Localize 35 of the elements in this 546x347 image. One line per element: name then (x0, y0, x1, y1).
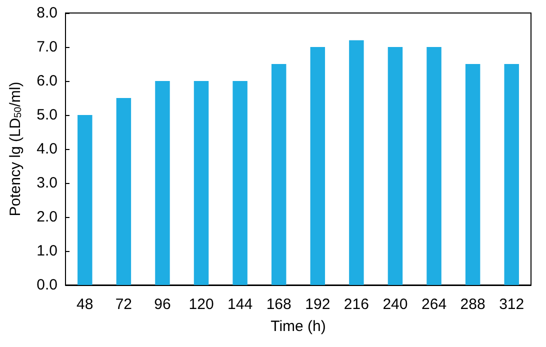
bar (504, 64, 519, 285)
x-tick-label: 216 (344, 296, 369, 313)
x-tick-label: 48 (76, 296, 94, 313)
y-tick-label: 5.0 (36, 106, 58, 124)
y-tick-label: 7.0 (36, 38, 58, 56)
bar (116, 98, 132, 285)
x-tick-label: 192 (305, 296, 330, 313)
bar (194, 81, 209, 285)
bar (349, 40, 364, 285)
y-tick-label: 6.0 (36, 72, 58, 90)
bar (388, 47, 403, 285)
x-tick-label: 312 (499, 296, 524, 313)
x-tick-label: 96 (154, 296, 171, 313)
y-tick-label: 3.0 (36, 174, 58, 192)
x-axis-title: Time (h) (270, 318, 326, 335)
bar (155, 81, 170, 285)
x-tick-label: 144 (228, 296, 253, 313)
y-axis-title: Potency lg (LD50/ml) (7, 82, 24, 216)
x-tick-label: 240 (382, 296, 408, 313)
y-tick-label: 8.0 (36, 4, 58, 22)
bar (465, 64, 480, 285)
bar (78, 115, 92, 285)
bar (232, 81, 248, 285)
y-tick-label: 1.0 (36, 242, 58, 260)
x-tick-label: 288 (460, 296, 486, 313)
bar (310, 47, 326, 285)
bar (426, 47, 442, 285)
x-tick-label: 264 (422, 296, 447, 313)
x-tick-label: 72 (115, 296, 132, 313)
y-tick-label: 4.0 (36, 140, 58, 158)
x-tick-label: 168 (266, 296, 292, 313)
y-tick-label: 0.0 (36, 276, 58, 294)
y-tick-label: 2.0 (36, 208, 58, 226)
bar (271, 64, 286, 285)
x-tick-label: 120 (188, 296, 214, 313)
